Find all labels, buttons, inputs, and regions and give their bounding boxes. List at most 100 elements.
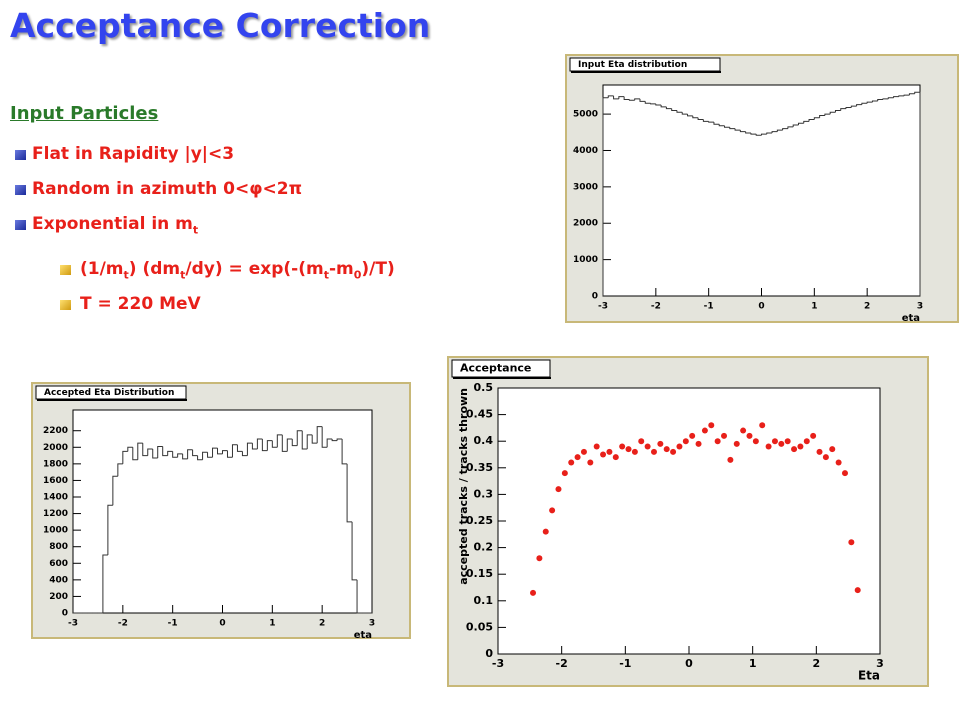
bullet-marker — [60, 300, 71, 310]
y-tick-label: 0.4 — [474, 434, 494, 447]
histogram-bin — [152, 448, 158, 459]
histogram-bin — [618, 96, 625, 99]
y-tick-label: 0.2 — [474, 541, 494, 554]
histogram-bin — [893, 96, 899, 98]
histogram-bin — [887, 97, 894, 99]
histogram-bin — [217, 448, 223, 455]
data-point — [600, 451, 607, 458]
histogram-bin — [192, 449, 198, 457]
histogram-bin — [336, 438, 343, 441]
data-point — [733, 440, 740, 447]
x-tick-label: -1 — [704, 302, 714, 312]
data-point — [555, 486, 562, 493]
data-point — [822, 454, 829, 461]
data-point — [549, 507, 556, 514]
histogram-bin — [306, 434, 313, 449]
bullet-text: Random in azimuth 0<φ<2π — [32, 179, 302, 199]
histogram-bin — [351, 521, 358, 581]
plot-area — [602, 84, 921, 297]
data-point — [561, 470, 568, 477]
data-point — [542, 528, 549, 535]
histogram-bin — [356, 579, 363, 614]
histogram-bin — [187, 449, 193, 459]
histogram-bin — [281, 434, 288, 452]
x-tick-label: -3 — [68, 619, 78, 629]
histogram-bin — [808, 119, 815, 122]
histogram-bin — [266, 440, 273, 451]
histogram-bin — [655, 103, 662, 106]
data-point — [848, 539, 855, 546]
x-tick-label: -2 — [556, 657, 568, 670]
histogram-bin — [102, 554, 108, 613]
y-tick-label: 0.25 — [466, 514, 493, 527]
histogram-bin — [182, 453, 188, 460]
x-tick-label: -1 — [168, 619, 178, 629]
text-part: /dy) = exp(-(m — [185, 259, 324, 279]
histogram-bin — [162, 446, 168, 457]
data-point — [854, 587, 861, 594]
histogram-bin — [745, 131, 751, 134]
data-point — [593, 443, 600, 450]
histogram-bin — [782, 128, 788, 131]
y-tick-label: 5000 — [573, 110, 598, 120]
histogram-bin — [713, 122, 720, 125]
histogram-bin — [708, 121, 714, 123]
histogram-bin — [697, 117, 704, 121]
histogram-bin — [787, 126, 794, 129]
histogram-bin — [877, 99, 884, 102]
data-point — [606, 448, 613, 455]
bullet-text: (1/mt) (dmt/dy) = exp(-(mt-m0)/T) — [80, 259, 395, 281]
slide-title: Acceptance Correction — [10, 6, 431, 45]
histogram-bin — [898, 95, 905, 97]
y-tick-label: 400 — [49, 575, 68, 585]
data-point — [778, 440, 785, 447]
plot-area — [497, 387, 881, 655]
histogram-bin — [623, 96, 630, 101]
y-tick-label: 0 — [592, 292, 598, 302]
data-point — [714, 438, 721, 445]
x-tick-label: 2 — [319, 619, 325, 629]
data-point — [803, 438, 810, 445]
data-point — [682, 438, 689, 445]
histogram-bin — [197, 455, 203, 461]
x-tick-label: -1 — [619, 657, 631, 670]
y-tick-label: 3000 — [573, 182, 598, 192]
x-tick-label: 2 — [864, 302, 870, 312]
data-point — [580, 448, 587, 455]
x-tick-label: 0 — [758, 302, 764, 312]
histogram-bin — [236, 444, 243, 452]
histogram-bin — [660, 105, 667, 108]
bullet-text: T = 220 MeV — [80, 294, 201, 314]
y-tick-label: 1000 — [573, 255, 598, 265]
histogram-bin — [724, 125, 730, 128]
data-point — [670, 448, 677, 455]
histogram-bin — [803, 120, 810, 124]
y-tick-label: 0.35 — [466, 461, 493, 474]
histogram-bin — [739, 130, 746, 133]
histogram-bin — [226, 450, 233, 458]
histogram-bin — [286, 438, 293, 452]
histogram-bin — [256, 438, 263, 449]
histogram-bin — [271, 440, 278, 448]
data-point — [841, 470, 848, 477]
data-point — [835, 459, 842, 466]
histogram-bin — [882, 98, 889, 100]
x-tick-label: 1 — [269, 619, 275, 629]
data-point — [746, 432, 753, 439]
x-tick-label: -2 — [651, 302, 661, 312]
histogram-bin — [676, 110, 683, 113]
y-axis-label: accepted tracks / tracks thrown — [457, 388, 470, 585]
chart-title: Accepted Eta Distribution — [44, 388, 174, 398]
histogram-bin — [687, 114, 693, 117]
data-point — [587, 459, 594, 466]
histogram-bin — [117, 463, 123, 477]
data-point — [797, 443, 804, 450]
histogram-bin — [341, 439, 348, 465]
histogram-bin — [861, 102, 868, 105]
x-axis-label: eta — [354, 630, 372, 641]
bullet-marker — [15, 220, 26, 230]
x-tick-label: 3 — [876, 657, 884, 670]
x-tick-label: 2 — [813, 657, 821, 670]
y-tick-label: 2200 — [43, 426, 68, 436]
